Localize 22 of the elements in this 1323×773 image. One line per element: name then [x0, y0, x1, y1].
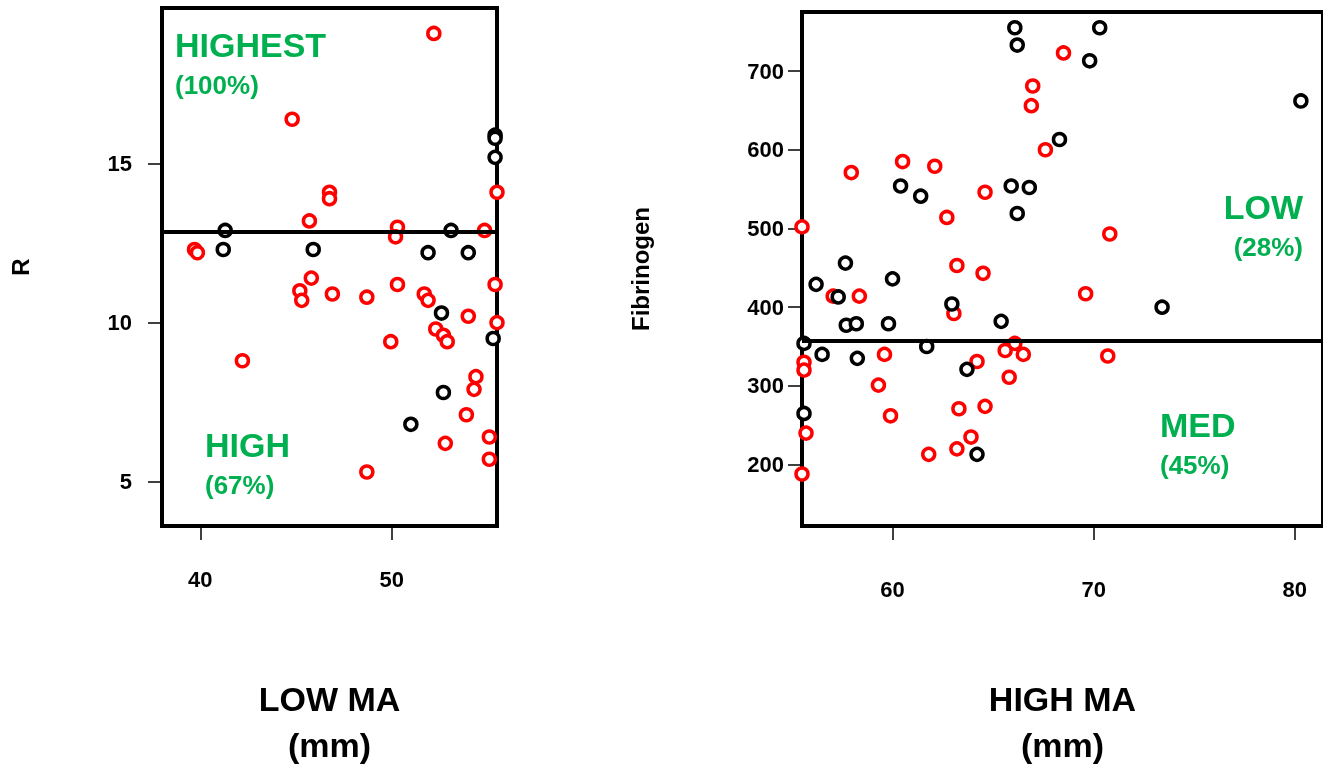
- y-tick-label: 600: [747, 137, 784, 163]
- annotation: LOW (28%): [1223, 188, 1304, 262]
- x-tick-label: 80: [1282, 576, 1308, 602]
- y-tick-label: 200: [747, 452, 784, 478]
- y-axis-title: R: [6, 258, 34, 276]
- annotation: HIGHEST (100%): [175, 26, 327, 100]
- y-tick-label: 400: [747, 294, 784, 320]
- y-tick-label: 10: [107, 310, 132, 336]
- x-tick-label: 50: [379, 566, 404, 592]
- x-tick-label: 40: [188, 566, 213, 592]
- x-axis-title: HIGH MA (mm): [988, 680, 1137, 764]
- y-tick-label: 300: [747, 373, 784, 399]
- y-tick-label: 700: [747, 58, 784, 84]
- y-tick-label: 15: [107, 151, 132, 177]
- y-tick-label: 5: [119, 469, 132, 495]
- y-tick-label: 500: [747, 215, 784, 241]
- x-tick-label: 60: [880, 576, 905, 602]
- x-axis-title: LOW MA (mm): [258, 680, 401, 764]
- x-tick-label: 70: [1081, 576, 1106, 602]
- annotation: HIGH (67%): [205, 426, 290, 500]
- annotation: MED (45%): [1160, 406, 1236, 480]
- y-axis-title: Fibrinogen: [626, 207, 654, 331]
